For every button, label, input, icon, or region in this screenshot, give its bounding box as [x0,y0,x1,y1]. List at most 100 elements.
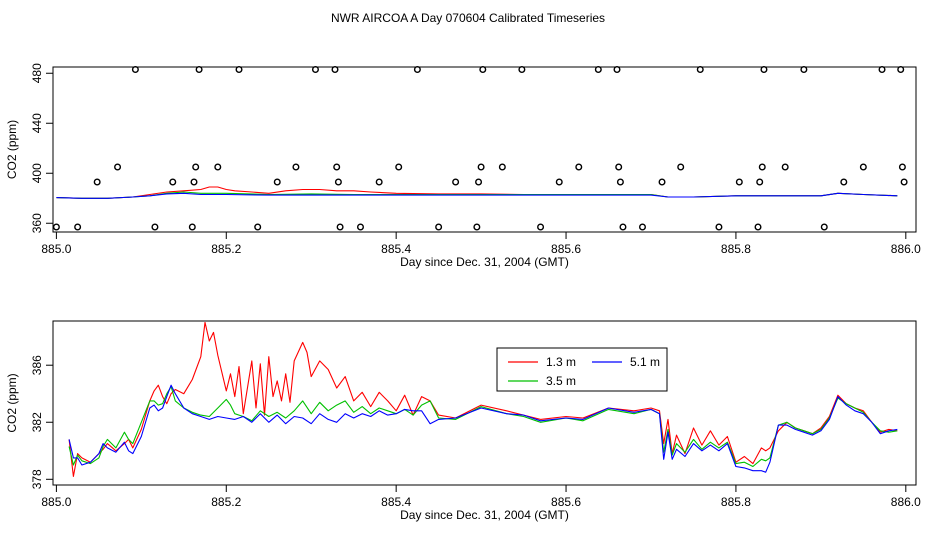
data-point [594,65,602,73]
x-tick-label: 886.0 [891,242,921,256]
data-point [715,223,723,231]
plot-frame [52,66,917,233]
legend: 1.3 m 3.5 m 5.1 m [496,347,668,392]
series-line-3-5-m [68,386,898,468]
data-point [93,178,101,186]
series-line-5-1-m [56,192,898,199]
y-tick-label: 360 [30,213,44,233]
data-point [616,178,624,186]
data-point [292,163,300,171]
data-point [615,163,623,171]
data-point [452,178,460,186]
x-tick-label: 885.4 [381,495,411,509]
data-point [696,65,704,73]
x-tick-label: 885.6 [551,242,581,256]
data-point [900,178,908,186]
data-point [195,65,203,73]
top-panel: 885.0 885.2 885.4 885.6 885.8 886.0 Day since … [5,63,921,269]
x-tick-label: 885.8 [721,242,751,256]
y-tick-label: 480 [30,63,44,83]
data-point [52,223,60,231]
bottom-panel: 885.0 885.2 885.4 885.6 885.8 886.0 Day since … [5,320,921,522]
data-point [735,178,743,186]
data-point [131,65,139,73]
y-tick-label: 440 [30,113,44,133]
data-point [840,178,848,186]
y-tick-label: 400 [30,163,44,183]
x-tick-label: 885.2 [211,242,241,256]
data-point [311,65,319,73]
x-axis-label: Day since Dec. 31, 2004 (GMT) [400,508,569,522]
y-tick-label: 386 [30,355,44,375]
data-point [413,65,421,73]
data-point [518,65,526,73]
data-point [477,163,485,171]
data-point [475,178,483,186]
legend-box [496,347,668,392]
plot-area [56,186,898,199]
data-point [188,223,196,231]
plot-frame [52,320,917,486]
data-point [898,163,906,171]
x-axis-label: Day since Dec. 31, 2004 (GMT) [400,255,569,269]
y-axis-label: CO2 (ppm) [5,373,19,432]
data-point [555,178,563,186]
data-point [334,178,342,186]
x-tick-label: 885.8 [721,495,751,509]
y-tick-label: 382 [30,412,44,432]
data-point [74,223,82,231]
data-point [333,163,341,171]
data-point [331,65,339,73]
data-point [254,223,262,231]
legend-entry: 5.1 m [630,355,660,369]
data-point [760,65,768,73]
legend-entry: 1.3 m [546,355,576,369]
series-line-5-1-m [68,384,898,473]
x-tick-label: 885.6 [551,495,581,509]
data-point [878,65,886,73]
data-point [479,65,487,73]
x-tick-label: 885.0 [41,242,71,256]
y-axis-label: CO2 (ppm) [5,120,19,179]
data-point [537,223,545,231]
data-point [114,163,122,171]
x-tick-label: 885.2 [211,495,241,509]
data-point [473,223,481,231]
plot-area [68,322,898,477]
data-point [192,163,200,171]
data-point [235,65,243,73]
x-tick-label: 885.0 [41,495,71,509]
data-point [435,223,443,231]
data-point [273,178,281,186]
x-tick-label: 886.0 [891,495,921,509]
data-point [214,163,222,171]
data-point [575,163,583,171]
data-point [800,65,808,73]
data-point [859,163,867,171]
data-point [619,223,627,231]
data-point [375,178,383,186]
y-tick-label: 378 [30,469,44,489]
data-point [897,65,905,73]
data-point [395,163,403,171]
series-line-1-3-m [56,186,898,199]
series-line-1-3-m [68,322,898,477]
data-point [820,223,828,231]
chart-title: NWR AIRCOA A Day 070604 Calibrated Times… [331,11,605,25]
legend-entry: 3.5 m [546,374,576,388]
data-point [356,223,364,231]
data-point [190,178,198,186]
data-point [758,163,766,171]
data-point [613,65,621,73]
data-point [677,163,685,171]
data-point [781,163,789,171]
data-point [638,223,646,231]
data-point [151,223,159,231]
data-point [754,223,762,231]
data-point [756,178,764,186]
data-point [498,163,506,171]
data-point [169,178,177,186]
data-point [658,178,666,186]
x-tick-label: 885.4 [381,242,411,256]
